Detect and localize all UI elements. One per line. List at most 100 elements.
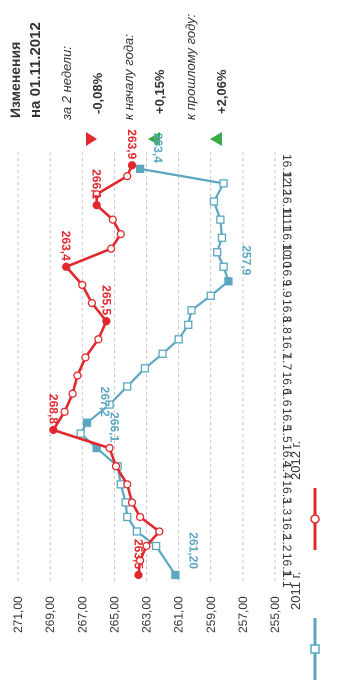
- point-2011: [209, 197, 219, 206]
- point-2012: [123, 480, 132, 489]
- point-2012: [111, 462, 121, 471]
- x-tick-label: 1.2: [280, 535, 294, 552]
- x-tick-label: 1.12: [280, 172, 294, 196]
- arrow-up-icon: [148, 132, 160, 146]
- point-2011: [219, 179, 228, 188]
- legend-2011-label: 2011 г.: [288, 572, 303, 610]
- stat-value-ytd: +0,15%: [152, 69, 167, 114]
- point-2012: [68, 389, 77, 398]
- point-2012: [127, 161, 137, 170]
- y-tick-label: 255,00: [268, 596, 282, 633]
- point-2012: [135, 512, 145, 522]
- y-tick-label: 257,00: [236, 596, 250, 633]
- data-label-2011: 267,2: [98, 387, 112, 417]
- x-tick-label: 1.7: [280, 353, 294, 370]
- data-label-2012: 268,8: [46, 394, 60, 424]
- legend-2012-circle-icon: [310, 514, 320, 524]
- point-2011: [151, 541, 161, 551]
- stat-label-2weeks: за 2 недели:: [59, 46, 74, 121]
- stat-label-yoy: к прошлому году:: [183, 13, 198, 120]
- x-tick-label: 16.7: [280, 335, 294, 359]
- point-2011: [123, 512, 132, 522]
- y-tick-label: 265,00: [107, 596, 121, 633]
- y-tick-label: 259,00: [204, 596, 218, 633]
- point-2012: [49, 425, 58, 435]
- point-2012: [62, 262, 71, 271]
- x-tick-label: 1.9: [280, 281, 294, 298]
- point-2011: [123, 382, 132, 391]
- point-2012: [94, 335, 103, 344]
- y-tick-label: 263,00: [140, 596, 154, 633]
- header-date: на 01.11.2012: [27, 22, 44, 118]
- y-tick-label: 261,00: [172, 596, 186, 633]
- x-tick-label: 1.10: [280, 245, 294, 269]
- series-line-2011: [79, 167, 230, 576]
- x-tick-label: 16.2: [280, 517, 294, 541]
- legend-2011-square-icon: [310, 644, 320, 654]
- y-tick-label: 269,00: [43, 596, 57, 633]
- point-2011: [158, 349, 167, 358]
- data-label-2012: 265,5: [99, 285, 113, 315]
- data-label-2011: 266,1: [108, 412, 122, 442]
- point-2012: [105, 443, 114, 453]
- point-2012: [81, 353, 90, 362]
- y-tick-label: 271,00: [11, 596, 25, 633]
- point-2011: [82, 418, 92, 427]
- x-tick-label: 16.8: [280, 299, 294, 323]
- x-tick-label: 16.3: [280, 480, 294, 504]
- x-tick-label: 1.4: [280, 462, 294, 479]
- header-title: Изменения: [7, 42, 23, 118]
- point-2011: [174, 335, 183, 344]
- data-label-2012: 266,1: [90, 169, 104, 199]
- x-tick-label: 1.8: [280, 317, 294, 334]
- point-2012: [60, 407, 69, 416]
- data-label-2011: 257,9: [239, 245, 253, 275]
- point-2012: [107, 244, 116, 253]
- x-tick-label: 16.11: [280, 190, 294, 219]
- point-2012: [116, 229, 125, 239]
- point-2012: [87, 298, 97, 308]
- data-label-2012: 263,4: [59, 231, 73, 261]
- point-2011: [132, 527, 142, 536]
- data-label-2012: 263,9: [125, 129, 139, 159]
- x-tick-label: 16.1: [280, 553, 294, 577]
- legend-2012-label: 2012 г.: [288, 441, 303, 480]
- point-2011: [217, 233, 227, 242]
- point-2012: [134, 570, 143, 580]
- stat-label-ytd: к началу года:: [121, 34, 136, 120]
- data-labels: 261,20266,1267,2257,9263,4263,5268,8265,…: [46, 129, 253, 569]
- x-tick-label: 16.6: [280, 372, 294, 396]
- header: Изменения на 01.11.2012 за 2 недели: -0,…: [7, 13, 229, 146]
- point-2012: [123, 171, 132, 181]
- point-2011: [140, 364, 150, 373]
- y-axis-ticks: 255,00 257,00 259,00 261,00 263,00 265,00 267,…: [11, 596, 282, 633]
- x-tick-label: 1.1: [280, 571, 294, 588]
- x-axis-ticks: 1.116.11.216.21.316.31.416.41.516.51.616…: [280, 154, 294, 588]
- x-tick-label: 16.9: [280, 263, 294, 287]
- point-2012: [92, 200, 101, 210]
- x-tick-label: 1.5: [280, 426, 294, 443]
- x-tick-label: 1.3: [280, 498, 294, 515]
- x-tick-label: 16.5: [280, 408, 294, 432]
- stat-value-2weeks: -0,08%: [90, 72, 105, 114]
- x-tick-label: 16.10: [280, 227, 294, 257]
- x-tick-label: 16.4: [280, 444, 294, 468]
- data-label-2011: 263,4: [151, 133, 165, 163]
- point-2012: [108, 215, 117, 224]
- point-2011: [184, 320, 193, 329]
- series-group: [49, 161, 233, 580]
- data-label-2011: 261,20: [186, 532, 200, 569]
- y-tick-label: 267,00: [75, 596, 89, 633]
- point-2012: [155, 527, 164, 536]
- point-2012: [102, 317, 111, 326]
- point-2011: [206, 291, 215, 300]
- point-2012: [135, 556, 145, 565]
- point-2012: [92, 190, 101, 199]
- point-2011: [219, 262, 228, 271]
- point-2011: [187, 306, 196, 315]
- point-2011: [216, 215, 225, 224]
- point-2012: [78, 280, 87, 290]
- arrow-up-icon: [210, 132, 222, 146]
- point-2011: [135, 164, 145, 174]
